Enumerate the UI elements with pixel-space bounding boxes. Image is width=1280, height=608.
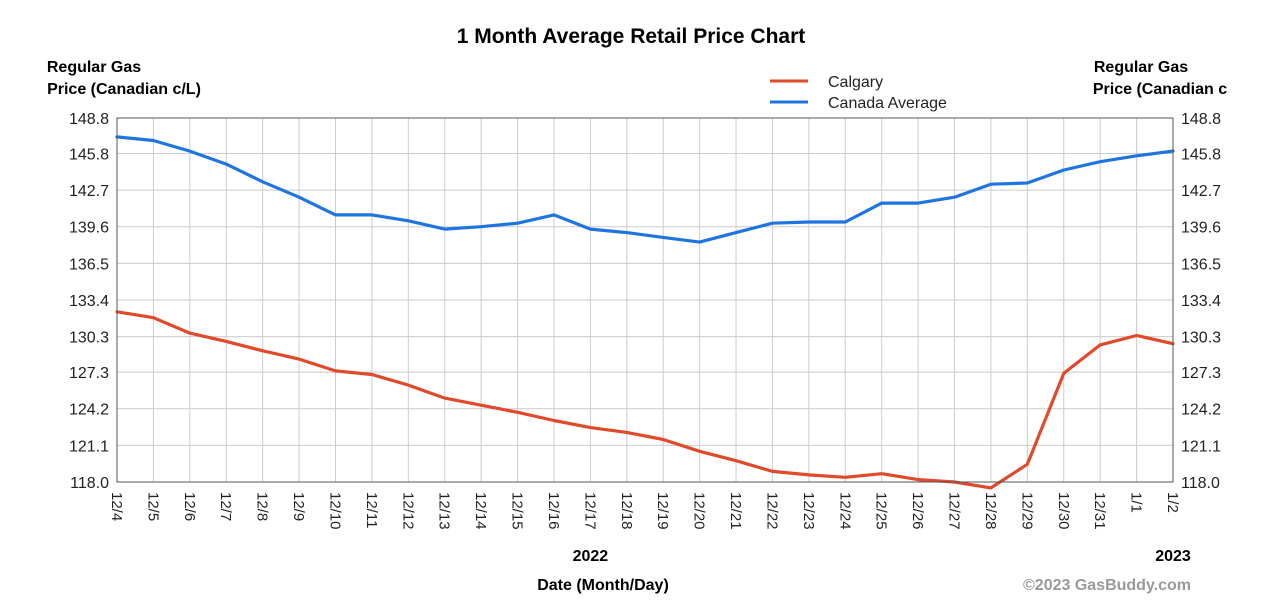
x-tick-label: 12/13 bbox=[436, 492, 453, 530]
year-label: 2023 bbox=[1155, 548, 1191, 565]
copyright: ©2023 GasBuddy.com bbox=[1023, 577, 1191, 594]
x-tick-label: 12/29 bbox=[1018, 492, 1035, 530]
y-tick-label-left: 118.0 bbox=[70, 475, 109, 492]
x-tick-label: 12/26 bbox=[909, 492, 926, 530]
y-tick-label-right: 145.8 bbox=[1181, 146, 1221, 163]
grid bbox=[116, 117, 1174, 483]
x-tick-label: 1/1 bbox=[1128, 492, 1145, 513]
x-tick-label: 12/10 bbox=[326, 492, 343, 530]
x-tick-label: 12/16 bbox=[545, 492, 562, 530]
series-line-calgary bbox=[115, 310, 1175, 490]
y-axis-label-left-line1: Regular Gas bbox=[47, 59, 141, 76]
legend-label-calgary: Calgary bbox=[828, 74, 883, 91]
x-tick-label: 12/17 bbox=[581, 492, 598, 530]
y-axis-label-right-line2: Price (Canadian c bbox=[1093, 81, 1227, 98]
y-tick-label-right: 118.0 bbox=[1181, 475, 1220, 492]
y-tick-label-left: 136.5 bbox=[69, 256, 109, 273]
x-tick-label: 1/2 bbox=[1164, 492, 1181, 513]
y-tick-label-left: 142.7 bbox=[69, 183, 109, 200]
x-tick-label: 12/15 bbox=[509, 492, 526, 530]
y-ticks-left: 118.0 121.1 124.2 127.3 130.3 133.4 136.5 139.6… bbox=[69, 111, 109, 492]
x-tick-label: 12/5 bbox=[144, 492, 161, 521]
x-tick-label: 12/18 bbox=[618, 492, 635, 530]
y-tick-label-right: 133.4 bbox=[1181, 293, 1221, 310]
y-tick-label-left: 139.6 bbox=[69, 220, 109, 237]
x-tick-label: 12/12 bbox=[399, 492, 416, 530]
x-tick-label: 12/30 bbox=[1055, 492, 1072, 530]
legend-label-canada-average: Canada Average bbox=[828, 95, 947, 112]
y-tick-label-left: 148.8 bbox=[69, 111, 109, 128]
y-tick-label-right: 124.2 bbox=[1181, 402, 1221, 419]
y-tick-label-right: 148.8 bbox=[1181, 111, 1221, 128]
series-line-canada-average bbox=[115, 135, 1175, 244]
y-tick-label-left: 133.4 bbox=[69, 293, 109, 310]
x-tick-label: 12/28 bbox=[982, 492, 999, 530]
y-axis-label-left-line2: Price (Canadian c/L) bbox=[47, 81, 201, 98]
x-tick-label: 12/7 bbox=[217, 492, 234, 521]
x-tick-label: 12/23 bbox=[800, 492, 817, 530]
x-tick-label: 12/25 bbox=[873, 492, 890, 530]
x-ticks: 12/4 12/5 12/6 12/7 12/8 12/9 12/10 12/11 12/12 1… bbox=[108, 492, 1181, 530]
y-ticks-right: 118.0 121.1 124.2 127.3 130.3 133.4 136.5 139.6… bbox=[1181, 111, 1221, 492]
y-tick-label-right: 136.5 bbox=[1181, 256, 1221, 273]
legend: Calgary Canada Average bbox=[770, 74, 947, 112]
x-tick-label: 12/21 bbox=[727, 492, 744, 530]
y-tick-label-right: 130.3 bbox=[1181, 330, 1221, 347]
y-tick-label-right: 127.3 bbox=[1181, 365, 1221, 382]
x-tick-label: 12/6 bbox=[181, 492, 198, 521]
x-tick-label: 12/11 bbox=[363, 492, 380, 528]
y-tick-label-left: 127.3 bbox=[69, 365, 109, 382]
x-tick-label: 12/14 bbox=[472, 492, 489, 530]
y-axis-label-right-line1: Regular Gas bbox=[1094, 59, 1188, 76]
y-tick-label-right: 139.6 bbox=[1181, 220, 1221, 237]
x-tick-label: 12/27 bbox=[946, 492, 963, 530]
chart-title: 1 Month Average Retail Price Chart bbox=[457, 25, 806, 48]
x-tick-label: 12/20 bbox=[691, 492, 708, 530]
x-tick-label: 12/24 bbox=[836, 492, 853, 530]
x-tick-label: 12/19 bbox=[654, 492, 671, 530]
year-label: 2022 bbox=[573, 548, 609, 565]
year-labels: 2022 2023 bbox=[573, 548, 1191, 565]
y-tick-label-right: 142.7 bbox=[1181, 183, 1221, 200]
y-tick-label-right: 121.1 bbox=[1181, 438, 1221, 455]
series-lines bbox=[115, 135, 1175, 490]
x-axis-label: Date (Month/Day) bbox=[537, 577, 669, 594]
x-tick-label: 12/9 bbox=[290, 492, 307, 521]
y-tick-label-left: 145.8 bbox=[69, 146, 109, 163]
y-tick-label-left: 121.1 bbox=[69, 438, 109, 455]
y-tick-label-left: 130.3 bbox=[69, 330, 109, 347]
x-tick-label: 12/22 bbox=[763, 492, 780, 530]
x-tick-label: 12/8 bbox=[254, 492, 271, 521]
x-tick-label: 12/4 bbox=[108, 492, 125, 521]
plot-frame bbox=[116, 117, 1174, 483]
x-tick-label: 12/31 bbox=[1091, 492, 1108, 530]
y-tick-label-left: 124.2 bbox=[69, 402, 109, 419]
